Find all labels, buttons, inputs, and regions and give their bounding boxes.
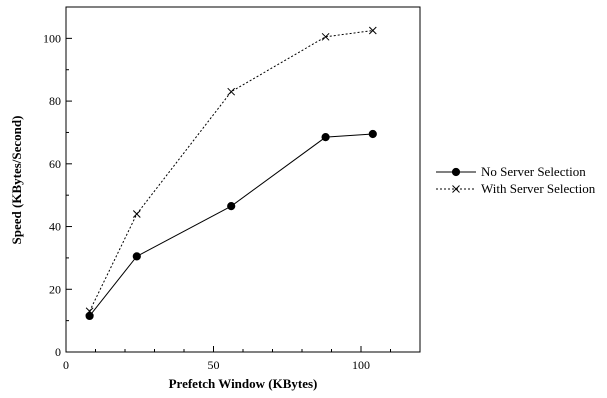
data-point [227, 87, 236, 96]
legend-label: No Server Selection [481, 164, 586, 179]
series-line [89, 30, 373, 312]
data-point [85, 311, 94, 321]
series-no-server-selection [85, 129, 377, 321]
y-tick-label: 100 [43, 31, 61, 45]
data-point [451, 167, 461, 177]
series-layer [85, 26, 377, 321]
y-tick-label: 40 [49, 220, 61, 234]
y-tick-label: 20 [49, 282, 61, 296]
data-point [132, 252, 141, 261]
legend-item: No Server Selection [436, 164, 586, 179]
data-point [321, 32, 330, 41]
y-tick-label: 60 [49, 157, 61, 171]
legend: No Server Selection With Server Selection [436, 164, 596, 196]
cross-stroke [227, 87, 236, 96]
x-tick-label: 0 [63, 358, 69, 372]
x-axis-title: Prefetch Window (KBytes) [169, 376, 318, 391]
data-point [321, 133, 330, 142]
data-point [368, 26, 377, 35]
data-point [452, 185, 460, 193]
cross-stroke [368, 26, 377, 35]
y-tick-label: 80 [49, 94, 61, 108]
x-axis: 0 50 100 [63, 346, 391, 372]
data-point [132, 210, 141, 218]
series-line [89, 133, 373, 317]
y-tick-label: 0 [55, 345, 61, 359]
data-point [85, 307, 94, 316]
y-axis-title: Speed (KBytes/Second) [9, 116, 24, 245]
plot-frame [65, 6, 421, 353]
data-point [368, 129, 377, 139]
legend-label: With Server Selection [481, 181, 596, 196]
x-tick-label: 100 [352, 358, 370, 372]
y-axis: 0 20 40 60 80 100 [43, 31, 72, 359]
cross-stroke [132, 210, 141, 218]
cross-stroke [85, 307, 94, 316]
legend-item: With Server Selection [436, 181, 596, 196]
cross-stroke [321, 32, 330, 41]
series-with-server-selection [85, 26, 377, 316]
cross-stroke [452, 185, 460, 193]
x-tick-label: 50 [208, 358, 220, 372]
data-point [227, 202, 236, 211]
